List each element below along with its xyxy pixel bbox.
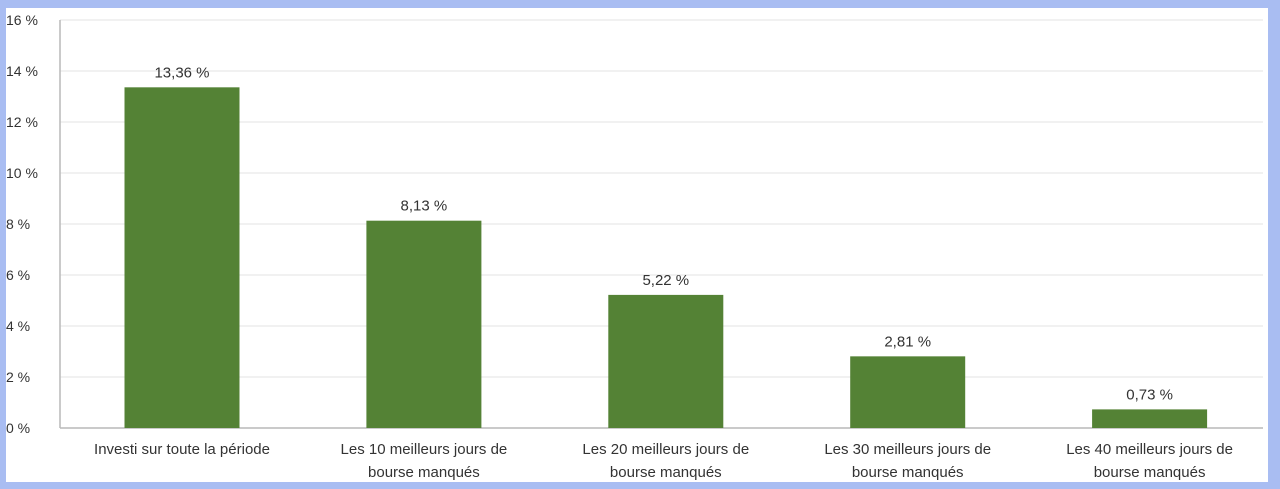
bar <box>608 294 724 428</box>
y-tick-label: 8 % <box>6 216 30 232</box>
x-category-label: Les 30 meilleurs jours de <box>824 441 991 458</box>
x-category-label: Investi sur toute la période <box>94 441 270 458</box>
bars <box>124 87 1208 428</box>
x-category-label: Les 10 meilleurs jours de <box>341 441 508 458</box>
y-tick-labels: 0 % 2 % 4 % 6 % 8 % 10 % 12 % 14 % 16 % <box>6 12 38 436</box>
x-category-labels: Investi sur toute la période Les 10 meill… <box>94 441 1233 481</box>
x-category-label: bourse manqués <box>852 464 964 481</box>
data-label: 2,81 % <box>884 333 931 350</box>
bar <box>1092 409 1208 428</box>
y-tick-label: 0 % <box>6 420 30 436</box>
y-tick-label: 16 % <box>6 12 38 28</box>
bar <box>124 87 240 428</box>
data-label: 13,36 % <box>154 64 209 81</box>
y-tick-label: 4 % <box>6 318 30 334</box>
data-label: 8,13 % <box>401 198 448 215</box>
x-category-label: bourse manqués <box>610 464 722 481</box>
bar <box>366 220 482 428</box>
gridlines <box>60 19 1263 378</box>
chart-panel: 13,36 % 8,13 % 5,22 % 2,81 % 0,73 % 0 % 2 % 4 … <box>6 8 1268 482</box>
bar-chart: 13,36 % 8,13 % 5,22 % 2,81 % 0,73 % 0 % 2 % 4 … <box>6 12 1263 481</box>
x-category-label: bourse manqués <box>368 464 480 481</box>
y-tick-label: 2 % <box>6 369 30 385</box>
bar <box>850 356 966 428</box>
y-tick-label: 6 % <box>6 267 30 283</box>
x-category-label: Les 20 meilleurs jours de <box>582 441 749 458</box>
y-tick-label: 12 % <box>6 114 38 130</box>
data-label: 0,73 % <box>1126 386 1173 403</box>
y-tick-label: 10 % <box>6 165 38 181</box>
data-labels: 13,36 % 8,13 % 5,22 % 2,81 % 0,73 % <box>154 64 1172 403</box>
y-tick-label: 14 % <box>6 63 38 79</box>
x-category-label: bourse manqués <box>1094 464 1206 481</box>
x-category-label: Les 40 meilleurs jours de <box>1066 441 1233 458</box>
data-label: 5,22 % <box>642 272 689 289</box>
